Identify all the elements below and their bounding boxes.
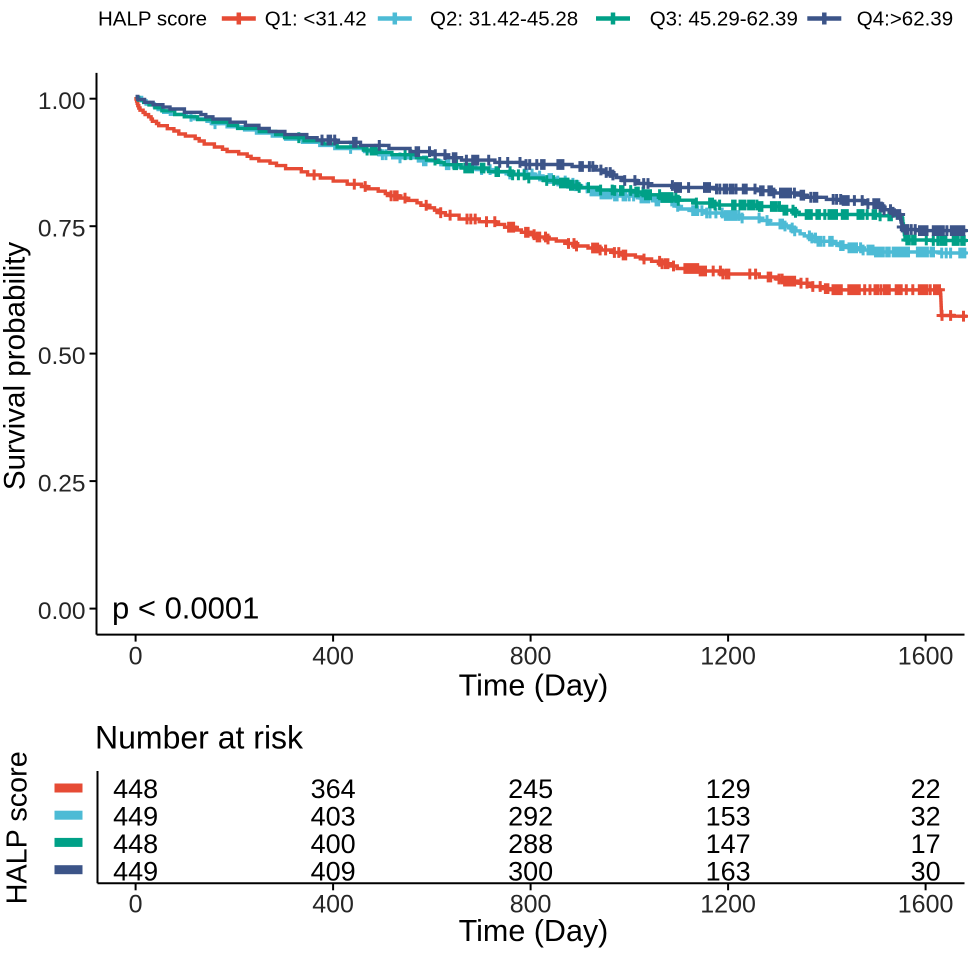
svg-text:0.50: 0.50 [38, 343, 86, 370]
svg-text:292: 292 [508, 802, 553, 832]
svg-text:Time (Day): Time (Day) [459, 914, 609, 948]
svg-text:0.75: 0.75 [38, 215, 86, 242]
svg-text:448: 448 [113, 829, 158, 859]
svg-text:1600: 1600 [898, 643, 954, 671]
svg-text:0.00: 0.00 [38, 598, 86, 625]
svg-text:409: 409 [311, 857, 356, 887]
svg-text:400: 400 [312, 643, 354, 671]
svg-text:300: 300 [508, 857, 553, 887]
svg-text:1200: 1200 [700, 891, 756, 919]
svg-text:800: 800 [510, 643, 552, 671]
svg-text:400: 400 [312, 891, 354, 919]
svg-text:400: 400 [311, 829, 356, 859]
svg-text:Q4:>62.39: Q4:>62.39 [857, 8, 953, 31]
svg-text:147: 147 [706, 829, 751, 859]
svg-text:288: 288 [508, 829, 553, 859]
svg-text:22: 22 [911, 774, 941, 804]
svg-text:163: 163 [706, 857, 751, 887]
svg-text:0.25: 0.25 [38, 470, 86, 497]
svg-text:449: 449 [113, 857, 158, 887]
svg-text:448: 448 [113, 774, 158, 804]
svg-text:403: 403 [311, 802, 356, 832]
svg-text:449: 449 [113, 802, 158, 832]
svg-text:HALP score: HALP score [1, 751, 33, 904]
svg-text:Survival probability: Survival probability [0, 242, 31, 491]
svg-text:Time (Day): Time (Day) [459, 668, 609, 702]
svg-text:30: 30 [911, 857, 941, 887]
svg-text:32: 32 [911, 802, 941, 832]
svg-text:Q1: <31.42: Q1: <31.42 [265, 8, 367, 31]
svg-text:0: 0 [129, 643, 143, 671]
svg-text:1.00: 1.00 [38, 88, 86, 115]
svg-text:1200: 1200 [700, 643, 756, 671]
svg-text:800: 800 [510, 891, 552, 919]
svg-text:Number at risk: Number at risk [95, 720, 304, 756]
svg-text:245: 245 [508, 774, 553, 804]
svg-text:Q3: 45.29-62.39: Q3: 45.29-62.39 [650, 8, 798, 31]
svg-text:153: 153 [706, 802, 751, 832]
svg-text:p < 0.0001: p < 0.0001 [112, 591, 259, 626]
svg-text:Q2: 31.42-45.28: Q2: 31.42-45.28 [430, 8, 578, 31]
svg-text:129: 129 [706, 774, 751, 804]
svg-text:0: 0 [129, 891, 143, 919]
svg-text:HALP score: HALP score [98, 8, 207, 31]
svg-text:17: 17 [911, 829, 941, 859]
svg-text:364: 364 [311, 774, 356, 804]
svg-text:1600: 1600 [898, 891, 954, 919]
